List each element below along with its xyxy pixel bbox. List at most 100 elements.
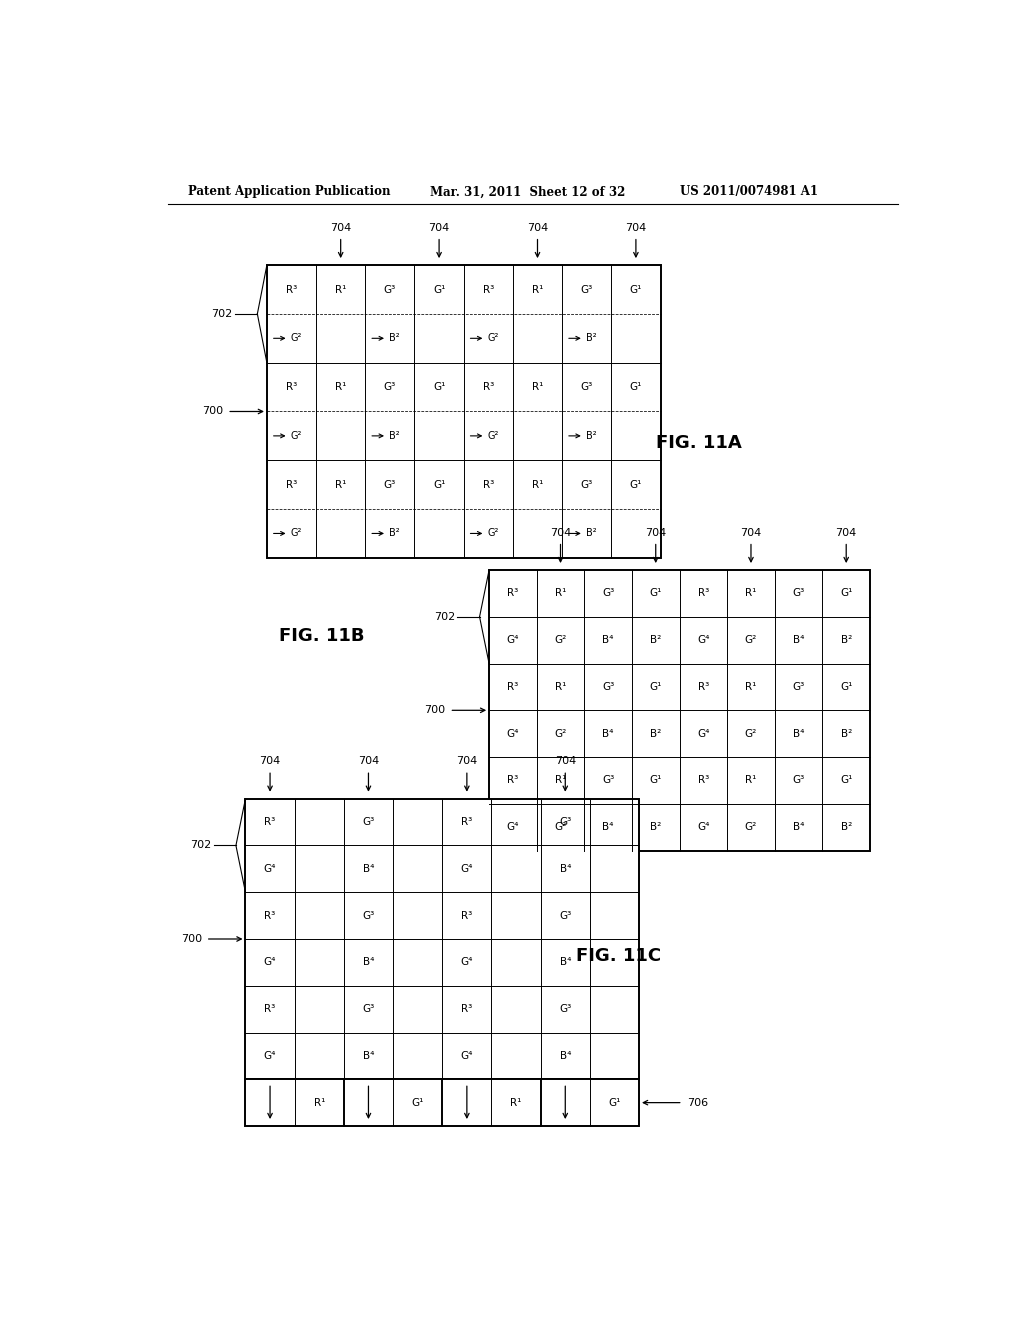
Text: G²: G² — [291, 528, 302, 539]
Text: 704: 704 — [259, 756, 281, 766]
Text: 704: 704 — [645, 528, 667, 537]
Text: B²: B² — [389, 528, 400, 539]
Text: G⁴: G⁴ — [461, 863, 473, 874]
Text: R³: R³ — [482, 479, 494, 490]
Text: G⁴: G⁴ — [264, 957, 276, 968]
Text: G³: G³ — [362, 911, 375, 920]
Text: G⁴: G⁴ — [461, 957, 473, 968]
Text: G³: G³ — [793, 682, 805, 692]
Text: G³: G³ — [559, 817, 571, 828]
Text: G⁴: G⁴ — [507, 822, 519, 832]
Text: R³: R³ — [697, 775, 709, 785]
Text: G²: G² — [744, 822, 757, 832]
Text: G³: G³ — [581, 381, 593, 392]
Text: G⁴: G⁴ — [697, 729, 710, 739]
Text: B²: B² — [841, 822, 852, 832]
Text: 706: 706 — [687, 1098, 708, 1107]
Text: G¹: G¹ — [649, 589, 662, 598]
Text: B²: B² — [586, 334, 597, 343]
Text: B⁴: B⁴ — [362, 957, 374, 968]
Text: R³: R³ — [286, 479, 297, 490]
Text: R¹: R¹ — [531, 479, 543, 490]
Bar — [246, 1080, 639, 1126]
Text: R¹: R¹ — [313, 1098, 325, 1107]
Text: B⁴: B⁴ — [602, 822, 613, 832]
Text: G¹: G¹ — [433, 285, 445, 294]
Text: G⁴: G⁴ — [264, 863, 276, 874]
Text: B⁴: B⁴ — [559, 957, 571, 968]
Text: R³: R³ — [482, 381, 494, 392]
Text: R¹: R¹ — [531, 381, 543, 392]
Text: 704: 704 — [550, 528, 571, 537]
Text: B⁴: B⁴ — [362, 1051, 374, 1061]
Text: B²: B² — [586, 528, 597, 539]
Text: G²: G² — [291, 430, 302, 441]
Text: FIG. 11B: FIG. 11B — [279, 627, 365, 645]
Text: G⁴: G⁴ — [697, 822, 710, 832]
Text: G³: G³ — [602, 682, 614, 692]
Text: 704: 704 — [836, 528, 857, 537]
Text: B²: B² — [389, 430, 400, 441]
Text: 704: 704 — [626, 223, 646, 232]
Text: G³: G³ — [362, 817, 375, 828]
Text: G¹: G¹ — [412, 1098, 424, 1107]
Text: B⁴: B⁴ — [559, 1051, 571, 1061]
Text: B²: B² — [586, 430, 597, 441]
Text: R¹: R¹ — [510, 1098, 522, 1107]
Text: B⁴: B⁴ — [559, 863, 571, 874]
Text: R¹: R¹ — [745, 775, 757, 785]
Text: B⁴: B⁴ — [793, 729, 804, 739]
Text: G¹: G¹ — [433, 381, 445, 392]
Text: G¹: G¹ — [608, 1098, 621, 1107]
Text: R³: R³ — [264, 1005, 275, 1014]
Text: G⁴: G⁴ — [507, 635, 519, 645]
Text: 700: 700 — [180, 935, 202, 944]
Text: G¹: G¹ — [630, 479, 642, 490]
Text: R³: R³ — [264, 817, 275, 828]
Text: G¹: G¹ — [840, 589, 852, 598]
Text: R¹: R¹ — [745, 589, 757, 598]
Text: 704: 704 — [357, 756, 379, 766]
Text: 704: 704 — [428, 223, 450, 232]
Text: B⁴: B⁴ — [362, 863, 374, 874]
Text: B²: B² — [650, 635, 662, 645]
Text: G¹: G¹ — [649, 682, 662, 692]
Text: 704: 704 — [527, 223, 548, 232]
Text: R¹: R¹ — [555, 589, 566, 598]
Text: G¹: G¹ — [840, 682, 852, 692]
Text: R³: R³ — [697, 589, 709, 598]
Text: 702: 702 — [190, 841, 211, 850]
Text: R¹: R¹ — [335, 381, 346, 392]
Text: G³: G³ — [602, 589, 614, 598]
Text: B⁴: B⁴ — [602, 729, 613, 739]
Text: R¹: R¹ — [335, 285, 346, 294]
Text: B²: B² — [650, 822, 662, 832]
Text: 704: 704 — [457, 756, 477, 766]
Text: R¹: R¹ — [555, 775, 566, 785]
Text: G³: G³ — [559, 1005, 571, 1014]
Text: G²: G² — [291, 334, 302, 343]
Text: R³: R³ — [461, 911, 472, 920]
Text: B⁴: B⁴ — [793, 635, 804, 645]
Text: 702: 702 — [434, 611, 455, 622]
Text: B²: B² — [841, 635, 852, 645]
Text: G³: G³ — [581, 479, 593, 490]
Text: G¹: G¹ — [840, 775, 852, 785]
Text: Mar. 31, 2011  Sheet 12 of 32: Mar. 31, 2011 Sheet 12 of 32 — [430, 185, 625, 198]
Text: G²: G² — [487, 334, 499, 343]
Text: G⁴: G⁴ — [507, 729, 519, 739]
Text: G⁴: G⁴ — [697, 635, 710, 645]
Text: R³: R³ — [461, 817, 472, 828]
Text: B²: B² — [841, 729, 852, 739]
Text: R¹: R¹ — [335, 479, 346, 490]
Text: 704: 704 — [740, 528, 762, 537]
Text: G³: G³ — [384, 479, 396, 490]
Text: G¹: G¹ — [630, 381, 642, 392]
Text: G²: G² — [744, 635, 757, 645]
Bar — [267, 265, 660, 558]
Text: 702: 702 — [212, 309, 232, 319]
Text: G¹: G¹ — [649, 775, 662, 785]
Text: G⁴: G⁴ — [461, 1051, 473, 1061]
Text: R³: R³ — [482, 285, 494, 294]
Text: G³: G³ — [384, 285, 396, 294]
